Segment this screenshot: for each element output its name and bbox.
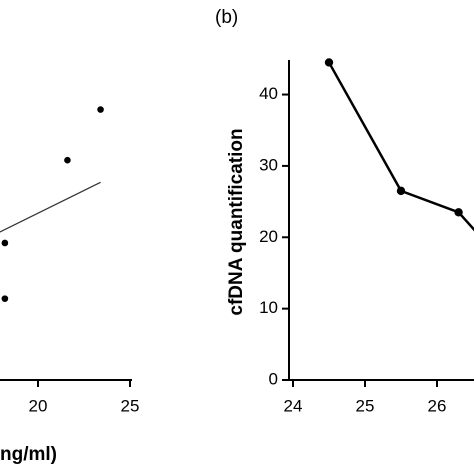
fit-line bbox=[0, 181, 101, 233]
point bbox=[97, 106, 104, 113]
panel-label: (b) bbox=[215, 7, 238, 28]
x-tick-label: 24 bbox=[284, 396, 303, 415]
x-tick-label: 26 bbox=[428, 396, 447, 415]
y-tick-label: 40 bbox=[259, 84, 278, 103]
y-tick-label: 10 bbox=[259, 298, 278, 317]
y-tick-label: 30 bbox=[259, 155, 278, 174]
x-tick-label: 25 bbox=[121, 396, 140, 415]
point bbox=[396, 186, 406, 196]
line bbox=[327, 61, 474, 232]
point bbox=[324, 58, 334, 67]
point bbox=[454, 208, 463, 217]
x-tick-label: 25 bbox=[356, 396, 375, 415]
y-tick-label: 0 bbox=[269, 369, 278, 388]
x-tick-label: 20 bbox=[29, 396, 48, 415]
plot-area bbox=[324, 58, 474, 232]
point bbox=[1, 295, 9, 302]
point bbox=[64, 156, 71, 164]
y-tick-label: 20 bbox=[259, 227, 278, 246]
point bbox=[1, 239, 9, 247]
x-axis-label: ng/ml) bbox=[0, 444, 57, 465]
y-axis-label: cfDNA quantification bbox=[226, 128, 247, 315]
